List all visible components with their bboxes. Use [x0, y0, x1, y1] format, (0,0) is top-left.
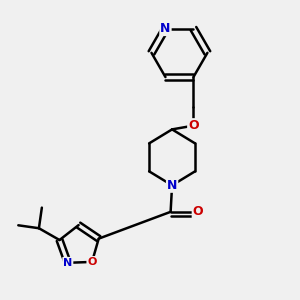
Text: N: N	[160, 22, 171, 35]
Text: N: N	[63, 258, 72, 268]
Text: N: N	[167, 179, 177, 192]
Text: O: O	[188, 119, 199, 132]
Text: O: O	[87, 257, 97, 267]
Text: O: O	[193, 205, 203, 218]
